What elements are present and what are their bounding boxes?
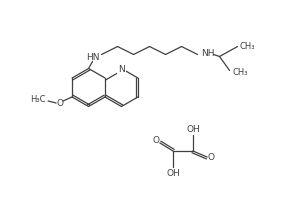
Text: OH: OH — [186, 125, 200, 134]
Text: H₃C: H₃C — [30, 95, 46, 104]
Text: HN: HN — [86, 53, 99, 62]
Text: OH: OH — [166, 169, 180, 178]
Text: NH: NH — [201, 49, 214, 58]
Text: CH₃: CH₃ — [233, 68, 248, 77]
Text: CH₃: CH₃ — [240, 42, 255, 51]
Text: O: O — [207, 153, 214, 162]
Text: N: N — [118, 65, 125, 74]
Text: O: O — [56, 99, 64, 108]
Text: O: O — [153, 136, 159, 145]
